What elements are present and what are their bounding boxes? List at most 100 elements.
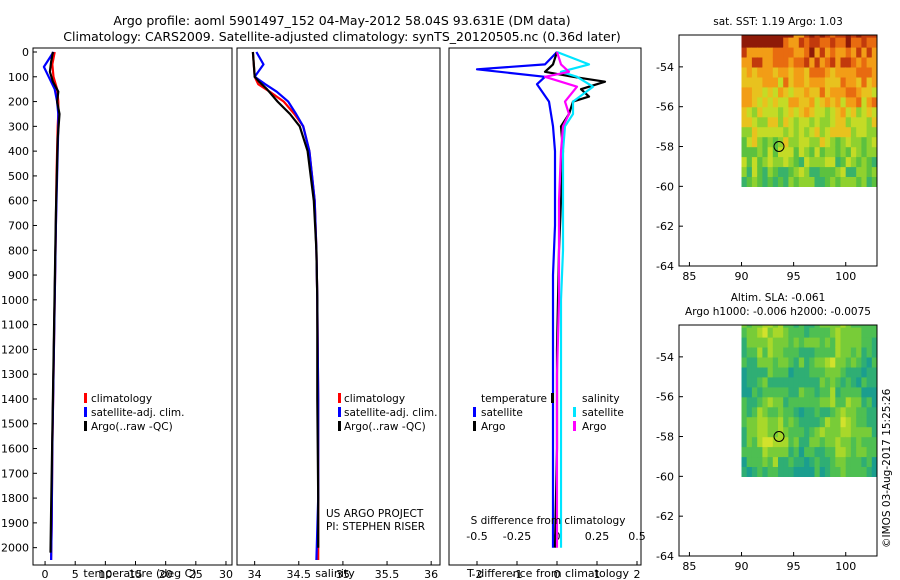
legend-label-climatology: climatology <box>91 393 152 405</box>
depth-axis-ticks: 0 100 200 300 400 500 600 700 800 900 1000 1100 1200… <box>1 46 37 555</box>
heatmap-cell <box>757 37 763 48</box>
series-line-argo-raw-qc- <box>48 51 61 553</box>
legend-swatch-climatology <box>84 393 87 403</box>
heatmap-cell <box>814 436 821 448</box>
legend-label-argo: Argo(..raw -QC) <box>344 421 426 433</box>
legend-swatch-temp-satellite <box>473 407 476 417</box>
heatmap-cell <box>746 366 753 378</box>
heatmap-cell <box>788 327 795 338</box>
legend-label-argo: Argo(..raw -QC) <box>91 421 173 433</box>
heatmap-cell <box>866 356 873 368</box>
heatmap-cell <box>751 396 758 408</box>
heatmap-cell <box>783 106 789 118</box>
s-diff-tick-label: -0.25 <box>503 530 531 543</box>
legend-label-satellite: satellite-adj. clim. <box>344 407 437 419</box>
heatmap-cell <box>772 436 779 448</box>
heatmap-cell <box>814 406 821 418</box>
heatmap-cell <box>798 466 805 477</box>
heatmap-cell <box>824 176 831 187</box>
heatmap-cell <box>835 166 842 177</box>
heatmap-cell <box>861 356 868 368</box>
heatmap-cell <box>850 146 857 158</box>
heatmap-cell <box>788 436 795 448</box>
heatmap-cell <box>798 446 805 458</box>
heatmap-cell <box>741 456 748 467</box>
heatmap-cell <box>845 386 852 398</box>
pi-annotation: PI: STEPHEN RISER <box>326 521 425 533</box>
heatmap-cell <box>866 366 873 378</box>
lon-tick-label: 90 <box>735 560 749 573</box>
heatmap-cell <box>804 436 810 448</box>
heatmap-cell <box>798 356 805 368</box>
heatmap-cell <box>814 96 821 108</box>
heatmap-cell <box>804 106 810 118</box>
heatmap-cell <box>845 366 852 378</box>
heatmap-cell <box>850 466 857 477</box>
heatmap-cell <box>788 76 795 88</box>
heatmap-cell <box>861 416 868 428</box>
heatmap-cell <box>772 86 779 98</box>
heatmap-cell <box>783 336 789 348</box>
heatmap-cell <box>798 37 805 48</box>
heatmap-cell <box>861 366 868 378</box>
heatmap-cell <box>746 116 753 128</box>
heatmap-cell <box>783 356 789 368</box>
heatmap-cell <box>819 346 826 358</box>
heatmap-cell <box>772 56 779 68</box>
heatmap-cell <box>772 96 779 108</box>
heatmap-cell <box>850 126 857 138</box>
heatmap-cell <box>845 126 852 138</box>
heatmap-cell <box>850 336 857 348</box>
heatmap-cell <box>835 156 842 168</box>
lat-tick-label: -54 <box>656 61 674 74</box>
heatmap-cell <box>741 356 748 368</box>
heatmap-cell <box>798 456 805 467</box>
heatmap-cell <box>762 146 769 158</box>
heatmap-cell <box>757 466 763 477</box>
heatmap-cell <box>757 166 763 177</box>
heatmap-cell <box>814 416 821 428</box>
heatmap-cell <box>762 86 769 98</box>
heatmap-cell <box>871 426 877 438</box>
heatmap-cell <box>814 126 821 138</box>
heatmap-cell <box>809 336 816 348</box>
heatmap-cell <box>856 76 862 88</box>
heatmap-cell <box>762 76 769 88</box>
heatmap-cell <box>772 426 779 438</box>
heatmap-cell <box>814 86 821 98</box>
heatmap-cell <box>762 416 769 428</box>
heatmap-cell <box>819 106 826 118</box>
heatmap-cell <box>741 46 748 58</box>
heatmap-cell <box>793 37 800 48</box>
heatmap-cell <box>751 456 758 467</box>
heatmap-cell <box>757 416 763 428</box>
heatmap-cell <box>804 66 810 78</box>
y-tick-label: 1700 <box>1 467 29 480</box>
heatmap-cell <box>850 116 857 128</box>
heatmap-cell <box>751 327 758 338</box>
heatmap-cell <box>845 426 852 438</box>
heatmap-cell <box>783 156 789 168</box>
heatmap-cell <box>861 336 868 348</box>
heatmap-cell <box>746 136 753 148</box>
heatmap-cell <box>757 96 763 108</box>
heatmap-cell <box>819 37 826 48</box>
heatmap-cell <box>804 416 810 428</box>
heatmap-cell <box>793 166 800 177</box>
heatmap-cell <box>788 466 795 477</box>
heatmap-cell <box>762 116 769 128</box>
legend-swatch-sal-satellite <box>573 407 576 417</box>
heatmap-cell <box>772 66 779 78</box>
s-diff-tick-label: 0.5 <box>628 530 646 543</box>
heatmap-cell <box>840 136 847 148</box>
heatmap-cell <box>778 116 784 128</box>
y-tick-label: 1000 <box>1 294 29 307</box>
heatmap-cell <box>767 76 774 88</box>
heatmap-cell <box>824 156 831 168</box>
heatmap-cell <box>772 76 779 88</box>
heatmap-cell <box>783 406 789 418</box>
heatmap-cell <box>804 126 810 138</box>
heatmap-cell <box>788 366 795 378</box>
heatmap-cell <box>798 46 805 58</box>
heatmap-cell <box>798 35 805 38</box>
